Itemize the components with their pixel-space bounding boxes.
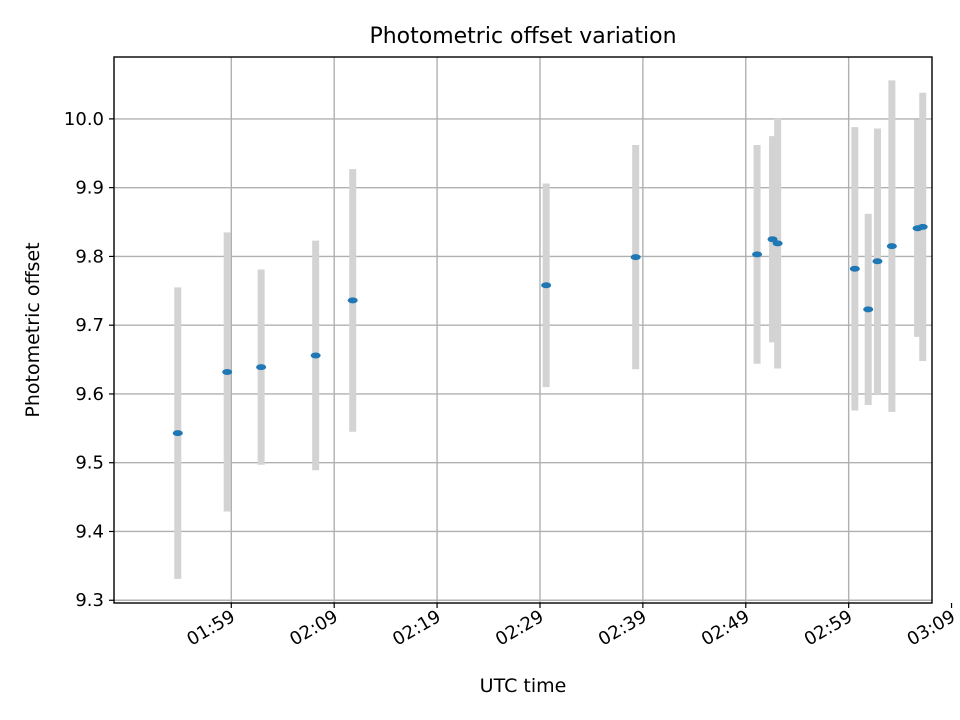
data-point xyxy=(917,223,928,230)
data-point xyxy=(752,251,763,258)
data-point xyxy=(772,240,783,247)
data-point xyxy=(849,265,860,272)
y-tick-label: 9.8 xyxy=(75,246,104,267)
data-point xyxy=(863,306,874,313)
data-point xyxy=(541,282,552,289)
y-tick-label: 9.6 xyxy=(75,384,104,405)
x-axis-label: UTC time xyxy=(480,675,567,697)
data-point xyxy=(886,243,897,250)
data-point xyxy=(256,364,267,371)
data-point xyxy=(630,254,641,261)
y-tick-label: 9.3 xyxy=(75,590,104,611)
data-points xyxy=(172,223,928,437)
grid xyxy=(114,57,932,603)
y-axis-label: Photometric offset xyxy=(22,242,44,417)
y-tick-label: 9.9 xyxy=(75,178,104,199)
y-tick-label: 10.0 xyxy=(64,109,104,130)
data-point xyxy=(310,352,321,359)
plot-frame xyxy=(113,56,933,604)
data-point xyxy=(222,368,233,375)
data-point xyxy=(872,258,883,265)
y-tick-label: 9.5 xyxy=(75,453,104,474)
data-point xyxy=(347,297,358,304)
y-tick-label: 9.4 xyxy=(75,521,104,542)
data-point xyxy=(172,430,183,437)
data-point xyxy=(767,236,778,243)
y-tick-label: 9.7 xyxy=(75,315,104,336)
chart-title: Photometric offset variation xyxy=(369,24,676,49)
